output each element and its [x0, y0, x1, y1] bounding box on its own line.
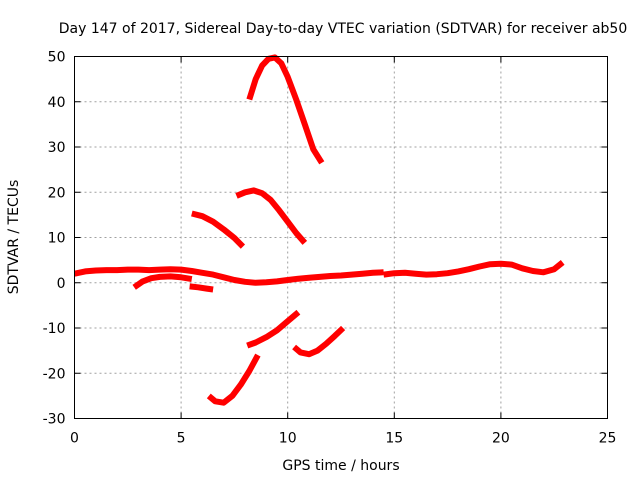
y-tick-label: -30	[43, 412, 66, 428]
y-tick-label: 10	[48, 231, 66, 247]
y-tick-label: -10	[43, 321, 66, 337]
chart-title: Day 147 of 2017, Sidereal Day-to-day VTE…	[59, 21, 628, 37]
x-tick-label: 10	[279, 431, 297, 447]
y-tick-label: 0	[57, 276, 66, 292]
x-tick-label: 25	[599, 431, 617, 447]
x-axis-label: GPS time / hours	[282, 458, 399, 474]
series-line-2	[383, 260, 565, 278]
series-line-9	[292, 325, 346, 358]
series-line-6	[235, 187, 308, 245]
x-tick-label: 5	[177, 431, 186, 447]
y-tick-labels: -30 -20 -10 0 10 20 30 40 50	[43, 50, 66, 428]
x-tick-labels: 0 5 10 15 20 25	[70, 431, 616, 447]
series-line-4	[189, 283, 214, 293]
series-line-5	[246, 54, 325, 165]
y-tick-label: 20	[48, 185, 66, 201]
y-tick-label: 50	[48, 50, 66, 66]
grid-lines	[74, 56, 608, 419]
series-line-3	[132, 273, 193, 290]
y-tick-label: 30	[48, 140, 66, 156]
plot-frame	[74, 56, 608, 419]
series-line-7	[191, 210, 246, 249]
series-line-10	[206, 353, 261, 406]
data-series	[73, 54, 565, 406]
x-tick-label: 15	[385, 431, 403, 447]
y-tick-label: -20	[43, 366, 66, 382]
series-line-1	[73, 266, 384, 286]
series-line-8	[246, 309, 301, 349]
y-axis-label: SDTVAR / TECUs	[6, 180, 22, 295]
x-tick-label: 20	[492, 431, 510, 447]
y-tick-label: 40	[48, 95, 66, 111]
x-tick-label: 0	[70, 431, 79, 447]
